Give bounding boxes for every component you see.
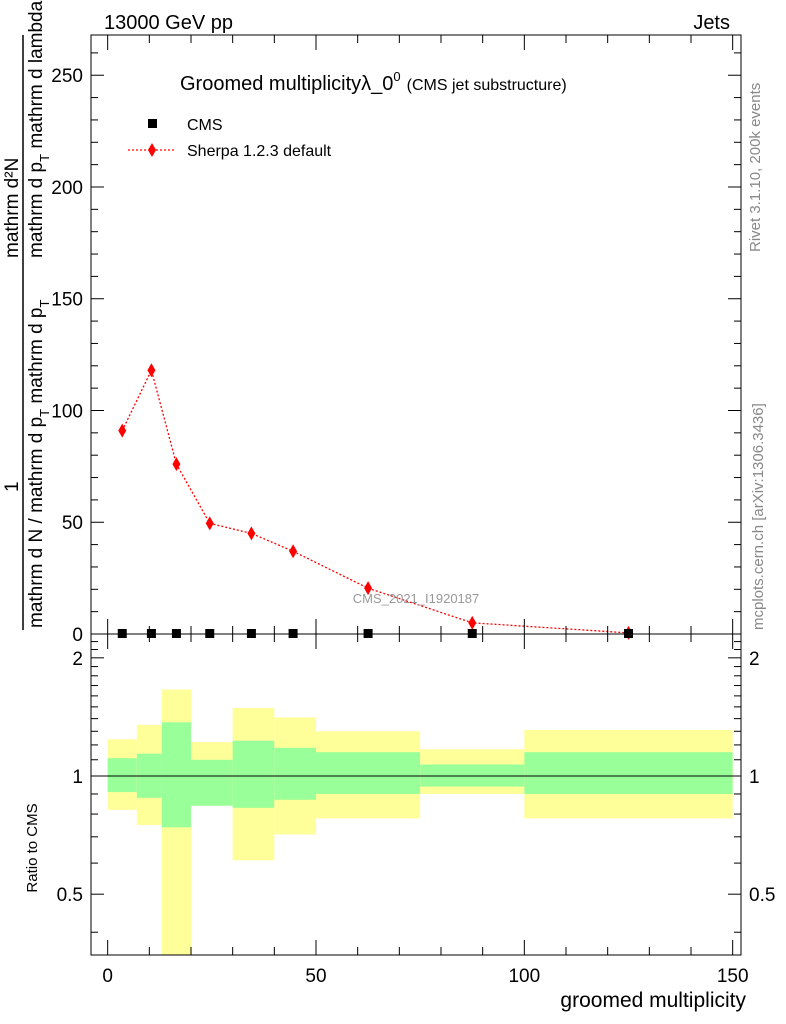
- sherpa-point: [468, 615, 477, 630]
- y-label-fraction: mathrm d N / mathrm d pT mathrm d pT: [26, 300, 52, 629]
- ratio-band-inner: [274, 747, 316, 800]
- mcplots-text: mcplots.cern.ch [arXiv:1306.3436]: [750, 403, 767, 630]
- ratio-band-inner: [524, 752, 733, 794]
- main-y-axis-label: mathrm d²N mathrm d pT mathrm d lambda 1…: [2, 0, 52, 630]
- main-series-lines: [121, 368, 629, 634]
- chart-title-main: Groomed multiplicityλ_0: [180, 73, 393, 95]
- ratio-y-tick-label-right: 2: [749, 649, 760, 670]
- y-label-lead: 1: [2, 481, 23, 492]
- axis-ticks: 0 50 100 150 200 250 0 50 100 150 0.5 0.5 1 1 2 2: [51, 35, 775, 987]
- sherpa-point: [118, 423, 127, 438]
- ratio-y-tick-label: 0.5: [57, 885, 83, 906]
- main-y-tick-label: 50: [62, 513, 83, 534]
- main-y-tick-label: 200: [51, 178, 83, 199]
- sherpa-point: [247, 526, 256, 541]
- y-label-num-text: mathrm d²N: [2, 158, 23, 258]
- rivet-text: Rivet 3.1.10, 200k events: [747, 83, 764, 252]
- ratio-band-inner: [161, 722, 191, 828]
- legend-marker-sherpa: [148, 143, 156, 157]
- y-label-denominator: mathrm d pT mathrm d lambda: [26, 0, 52, 258]
- sherpa-point: [172, 457, 181, 472]
- legend: CMS Sherpa 1.2.3 default: [128, 117, 332, 160]
- header-left: 13000 GeV pp: [104, 12, 233, 34]
- ratio-y-tick-label-right: 0.5: [749, 885, 775, 906]
- chart-title: Groomed multiplicityλ_00 (CMS jet substru…: [180, 69, 567, 95]
- ratio-x-tick-label: 100: [508, 966, 540, 987]
- ratio-y-axis-label: Ratio to CMS: [24, 803, 41, 892]
- main-y-tick-label: 150: [51, 290, 83, 311]
- legend-marker-cms: [148, 119, 157, 128]
- ratio-y-tick-label: 1: [72, 767, 83, 788]
- main-y-tick-label: 250: [51, 66, 83, 87]
- y-label-den-sub: T: [37, 154, 52, 162]
- ratio-band-inner: [232, 740, 275, 808]
- legend-label-sherpa: Sherpa 1.2.3 default: [187, 143, 332, 160]
- y-label-frac-sub2: T: [37, 300, 52, 308]
- y-label-numerator: mathrm d²N: [2, 158, 23, 258]
- sherpa-point: [205, 516, 214, 531]
- analysis-watermark: CMS_2021_I1920187: [353, 591, 480, 606]
- x-axis-label: groomed multiplicity: [560, 989, 746, 1012]
- chart-title-sup: 0: [393, 69, 400, 84]
- y-label-frac-b: mathrm d p: [26, 308, 47, 409]
- ratio-band-inner: [107, 758, 137, 793]
- ratio-x-tick-label: 0: [102, 966, 113, 987]
- ratio-y-tick-label-right: 1: [749, 767, 760, 788]
- ratio-band-inner: [191, 759, 233, 806]
- y-label-den-b: mathrm d lambda: [26, 0, 47, 154]
- y-label-frac-sub: T: [37, 409, 52, 417]
- ratio-x-tick-label: 150: [717, 966, 749, 987]
- sherpa-line: [121, 368, 629, 634]
- ratio-y-tick-label: 2: [72, 649, 83, 670]
- legend-label-cms: CMS: [187, 117, 223, 134]
- ratio-x-tick-label: 50: [305, 966, 326, 987]
- main-y-tick-label: 100: [51, 401, 83, 422]
- header-right: Jets: [693, 12, 730, 34]
- y-label-den-a: mathrm d p: [26, 162, 47, 258]
- ratio-band-inner: [316, 752, 421, 794]
- sherpa-point: [147, 363, 156, 378]
- ratio-plot-frame: [90, 633, 742, 956]
- sherpa-point: [364, 581, 373, 596]
- ratio-bands: [107, 689, 733, 955]
- sherpa-point: [289, 544, 298, 559]
- y-label-frac-a: mathrm d N / mathrm d p: [26, 417, 47, 628]
- chart-subtitle: (CMS jet substructure): [407, 77, 567, 94]
- main-y-tick-label: 0: [72, 625, 83, 646]
